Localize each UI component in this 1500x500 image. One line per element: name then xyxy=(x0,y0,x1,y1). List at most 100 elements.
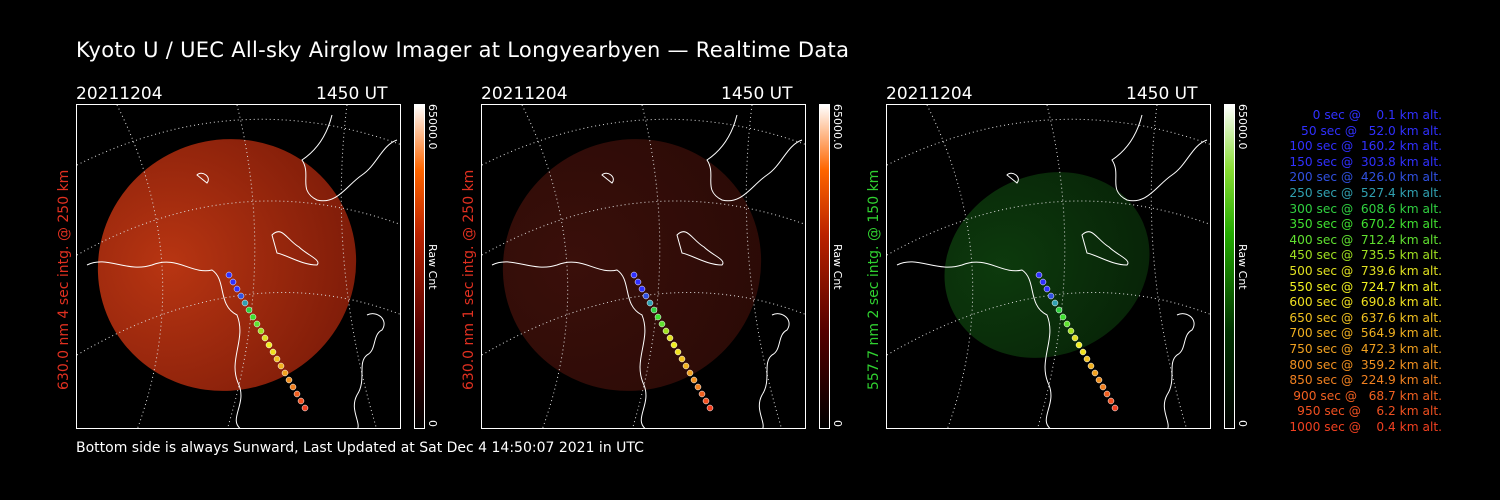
legend-entry: 550 sec @ 724.7 km alt. xyxy=(1285,279,1442,294)
trajectory-point xyxy=(1111,404,1119,412)
airglow-image xyxy=(944,172,1150,358)
allsky-image xyxy=(76,104,401,429)
coastline xyxy=(896,114,1208,428)
trajectory-point xyxy=(698,390,706,398)
allsky-image xyxy=(886,104,1211,429)
lat-lon-grid xyxy=(887,105,1210,428)
trajectory-point xyxy=(634,278,642,286)
legend-entry: 100 sec @ 160.2 km alt. xyxy=(1285,139,1442,154)
trajectory-point xyxy=(694,383,702,391)
trajectory-point xyxy=(285,376,293,384)
legend-entry: 700 sec @ 564.9 km alt. xyxy=(1285,326,1442,341)
allsky-map xyxy=(482,105,805,428)
legend-entry: 600 sec @ 690.8 km alt. xyxy=(1285,295,1442,310)
colorbar-max-label: 65000.0 xyxy=(831,104,844,150)
trajectory-point xyxy=(630,271,638,279)
legend-entry: 1000 sec @ 0.4 km alt. xyxy=(1289,419,1442,434)
trajectory-point xyxy=(257,327,265,335)
panel-time: 1450 UT xyxy=(316,84,388,104)
image-panel-557nm-2sec: 20211204 1450 UT 65000.0 Raw Cnt 0 xyxy=(886,84,1249,429)
trajectory-point xyxy=(1067,327,1075,335)
panel-date: 20211204 xyxy=(76,84,163,104)
trajectory-point xyxy=(1091,369,1099,377)
trajectory-point xyxy=(1071,334,1079,342)
trajectory-point xyxy=(642,292,650,300)
trajectory-point xyxy=(301,404,309,412)
legend-entry: 850 sec @ 224.9 km alt. xyxy=(1285,373,1442,388)
trajectory-point xyxy=(1107,397,1115,405)
trajectory-point xyxy=(1043,285,1051,293)
colorbar-min-label: 0 xyxy=(831,420,844,427)
colorbar xyxy=(414,104,425,429)
colorbar-max-label: 65000.0 xyxy=(426,104,439,150)
colorbar-min-label: 0 xyxy=(1236,420,1249,427)
trajectory-point xyxy=(269,348,277,356)
trajectory-point xyxy=(1087,362,1095,370)
panel-time: 1450 UT xyxy=(721,84,793,104)
trajectory-point xyxy=(654,313,662,321)
panel-side-label: 557.7 nm 2 sec intg. @ 150 km xyxy=(866,169,882,390)
panel-side-label: 630.0 nm 4 sec intg. @ 250 km xyxy=(56,169,72,390)
trajectory-point xyxy=(1035,271,1043,279)
trajectory-point xyxy=(682,362,690,370)
trajectory-point xyxy=(678,355,686,363)
trajectory-point xyxy=(229,278,237,286)
legend-entry: 450 sec @ 735.5 km alt. xyxy=(1285,248,1442,263)
trajectory-point xyxy=(249,313,257,321)
trajectory-legend: 0 sec @ 0.1 km alt. 50 sec @ 52.0 km alt… xyxy=(1262,108,1442,435)
footer-note: Bottom side is always Sunward, Last Upda… xyxy=(76,440,644,456)
trajectory-point xyxy=(297,397,305,405)
lat-lon-grid xyxy=(482,105,805,428)
legend-entry: 0 sec @ 0.1 km alt. xyxy=(1301,108,1442,122)
trajectory-point xyxy=(1047,292,1055,300)
trajectory-point xyxy=(638,285,646,293)
panel-side-label: 630.0 nm 1 sec intg. @ 250 km xyxy=(461,169,477,390)
trajectory-point xyxy=(1083,355,1091,363)
legend-entry: 250 sec @ 527.4 km alt. xyxy=(1285,185,1442,200)
trajectory-point xyxy=(666,334,674,342)
legend-entry: 950 sec @ 6.2 km alt. xyxy=(1293,404,1442,419)
trajectory-point xyxy=(706,404,714,412)
trajectory-point xyxy=(241,299,249,307)
trajectory-point xyxy=(1099,383,1107,391)
panel-date: 20211204 xyxy=(481,84,568,104)
trajectory-point xyxy=(1051,299,1059,307)
image-panel-630nm-1sec: 20211204 1450 UT 65000.0 Raw Cnt 0 xyxy=(481,84,844,429)
allsky-image xyxy=(481,104,806,429)
trajectory-point xyxy=(1079,348,1087,356)
allsky-map xyxy=(77,105,400,428)
allsky-map xyxy=(887,105,1210,428)
panel-time: 1450 UT xyxy=(1126,84,1198,104)
trajectory-point xyxy=(1059,313,1067,321)
trajectory-point xyxy=(233,285,241,293)
legend-entry: 650 sec @ 637.6 km alt. xyxy=(1285,310,1442,325)
trajectory-point xyxy=(293,390,301,398)
legend-entry: 300 sec @ 608.6 km alt. xyxy=(1285,201,1442,216)
colorbar-unit-label: Raw Cnt xyxy=(1236,244,1249,290)
trajectory-point xyxy=(265,341,273,349)
trajectory-point xyxy=(253,320,261,328)
coastline xyxy=(491,114,803,428)
trajectory-point xyxy=(1063,320,1071,328)
colorbar-max-label: 65000.0 xyxy=(1236,104,1249,150)
colorbar-min-label: 0 xyxy=(426,420,439,427)
trajectory-point xyxy=(1055,306,1063,314)
colorbar-unit-label: Raw Cnt xyxy=(426,244,439,290)
trajectory-point xyxy=(277,362,285,370)
trajectory-point xyxy=(662,327,670,335)
trajectory-point xyxy=(690,376,698,384)
panel-date: 20211204 xyxy=(886,84,973,104)
trajectory-point xyxy=(1075,341,1083,349)
trajectory-point xyxy=(237,292,245,300)
trajectory-point xyxy=(261,334,269,342)
trajectory-point xyxy=(1039,278,1047,286)
lat-lon-grid xyxy=(77,105,400,428)
trajectory-point xyxy=(670,341,678,349)
legend-entry: 400 sec @ 712.4 km alt. xyxy=(1285,232,1442,247)
image-panel-630nm-4sec: 20211204 1450 UT 65000.0 Raw Cnt 0 xyxy=(76,84,439,429)
legend-entry: 200 sec @ 426.0 km alt. xyxy=(1285,170,1442,185)
colorbar xyxy=(1224,104,1235,429)
trajectory-point xyxy=(1095,376,1103,384)
trajectory-point xyxy=(702,397,710,405)
legend-entry: 500 sec @ 739.6 km alt. xyxy=(1285,263,1442,278)
